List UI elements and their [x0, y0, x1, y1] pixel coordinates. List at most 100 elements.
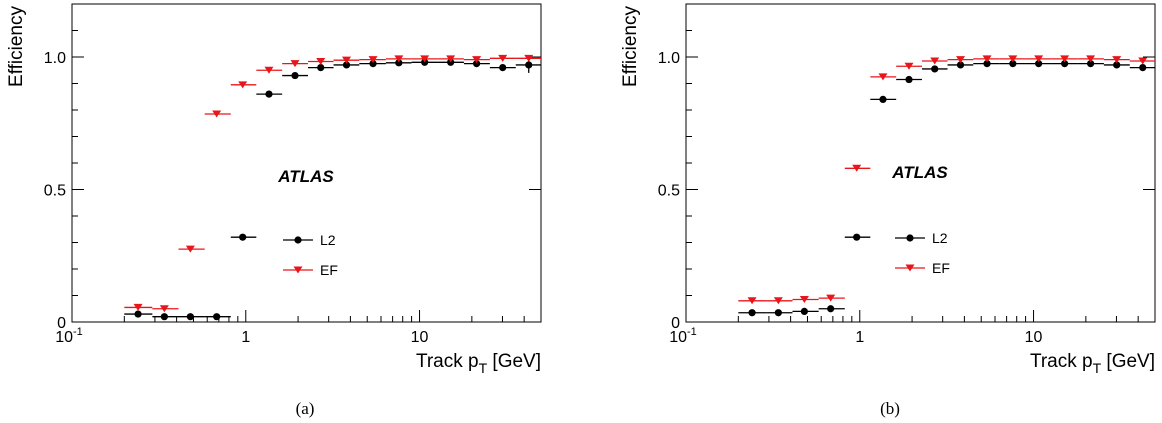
- y-tick-label: 0: [671, 315, 680, 332]
- l2-point: [956, 61, 965, 69]
- y-tick-label: 1.0: [658, 50, 680, 67]
- l2-point: [291, 71, 299, 80]
- ef-point: [799, 295, 809, 303]
- atlas-label: ATLAS: [277, 167, 334, 186]
- ef-point: [446, 55, 456, 63]
- panel-a: 0 0.5 1.0 10-1 1 10 Track pT [GeV] Efficiency AT…: [6, 3, 542, 418]
- ef-point: [264, 66, 274, 74]
- x-axis-title: Track pT [GeV]: [1030, 351, 1155, 376]
- l2-point: [1035, 60, 1043, 68]
- l2-point: [473, 60, 481, 68]
- l2-point: [1061, 60, 1069, 68]
- panel-caption: (b): [880, 399, 900, 418]
- ef-point: [498, 54, 508, 62]
- x-tick-label-0p1: 10-1: [669, 326, 697, 346]
- x-axis-title-unit: [GeV]: [487, 351, 541, 372]
- ef-point: [1138, 57, 1148, 65]
- legend-marker-ef: [293, 266, 303, 274]
- x-tick-label-1: 1: [241, 329, 250, 346]
- ef-point: [1060, 55, 1070, 63]
- l2-point: [983, 60, 991, 68]
- ef-point: [1034, 55, 1044, 63]
- panel-caption: (a): [296, 399, 315, 418]
- ef-point: [212, 110, 222, 118]
- l2-point: [827, 305, 835, 313]
- ef-point: [394, 55, 404, 63]
- legend-label-ef: EF: [320, 262, 338, 278]
- l2-point: [213, 313, 221, 321]
- ef-point: [878, 73, 888, 81]
- y-tick-label: 0.5: [658, 183, 680, 200]
- x-tick-label-10: 10: [411, 329, 429, 346]
- l2-point: [1087, 60, 1095, 68]
- l2-point: [265, 90, 273, 98]
- l2-point: [774, 309, 782, 317]
- l2-point: [239, 233, 247, 241]
- x-axis-title-main: Track p: [1030, 351, 1093, 372]
- l2-point: [1139, 64, 1147, 72]
- ef-point: [316, 58, 326, 66]
- ef-point: [472, 56, 482, 64]
- ef-point: [185, 245, 195, 253]
- ef-point: [904, 62, 914, 70]
- legend-label-ef: EF: [932, 260, 950, 276]
- l2-point: [317, 64, 325, 72]
- ef-point: [1008, 55, 1018, 63]
- x-tick-exponent: -1: [73, 326, 83, 338]
- ef-point: [159, 305, 169, 313]
- l2-point: [134, 310, 142, 318]
- y-tick-label: 1.0: [44, 50, 66, 67]
- ef-point: [133, 303, 143, 311]
- x-tick-exponent: -1: [687, 326, 697, 338]
- l2-point: [525, 61, 533, 69]
- ef-point: [238, 81, 248, 89]
- ef-point: [773, 297, 783, 305]
- l2-point: [800, 307, 808, 315]
- ef-point: [982, 55, 992, 63]
- plot-frame: [71, 3, 542, 323]
- legend-label-l2: L2: [932, 230, 948, 246]
- ef-point: [1112, 56, 1122, 64]
- ef-point: [524, 54, 534, 62]
- ef-point: [852, 164, 862, 172]
- panel-b: 0 0.5 1.0 10-1 1 10 Track pT [GeV] Efficiency AT…: [620, 3, 1156, 418]
- ef-point: [342, 56, 352, 64]
- ef-point: [420, 55, 430, 63]
- x-tick-label-0p1: 10-1: [55, 326, 83, 346]
- legend-marker-l2: [294, 236, 302, 244]
- x-axis-title-sub: T: [1093, 360, 1102, 376]
- x-tick-label-1: 1: [855, 329, 864, 346]
- l2-point: [879, 95, 887, 103]
- y-axis-title: Efficiency: [6, 6, 27, 87]
- l2-point: [748, 309, 756, 317]
- l2-point: [186, 313, 194, 321]
- y-tick-label: 0: [57, 315, 66, 332]
- ef-point: [368, 56, 378, 64]
- y-tick-label: 0.5: [44, 183, 66, 200]
- ef-point: [826, 294, 836, 302]
- legend-marker-l2: [906, 234, 914, 242]
- ef-point: [747, 297, 757, 305]
- l2-point: [931, 65, 939, 73]
- l2-point: [1009, 60, 1017, 68]
- ef-point: [1086, 55, 1096, 63]
- l2-point: [160, 313, 168, 321]
- x-axis-title-sub: T: [479, 360, 488, 376]
- ef-point: [930, 57, 940, 65]
- ef-point: [956, 56, 966, 64]
- legend-marker-ef: [905, 264, 915, 272]
- y-axis-title: Efficiency: [620, 6, 641, 87]
- l2-point: [369, 60, 377, 68]
- l2-point: [342, 61, 351, 69]
- l2-point: [853, 233, 861, 241]
- l2-point: [905, 75, 913, 84]
- x-axis-title: Track pT [GeV]: [416, 351, 541, 376]
- l2-point: [395, 59, 403, 67]
- ef-point: [290, 60, 300, 68]
- atlas-label: ATLAS: [891, 163, 948, 182]
- legend-label-l2: L2: [320, 232, 336, 248]
- x-axis-title-unit: [GeV]: [1101, 351, 1155, 372]
- x-axis-title-main: Track p: [416, 351, 479, 372]
- l2-point: [499, 64, 507, 72]
